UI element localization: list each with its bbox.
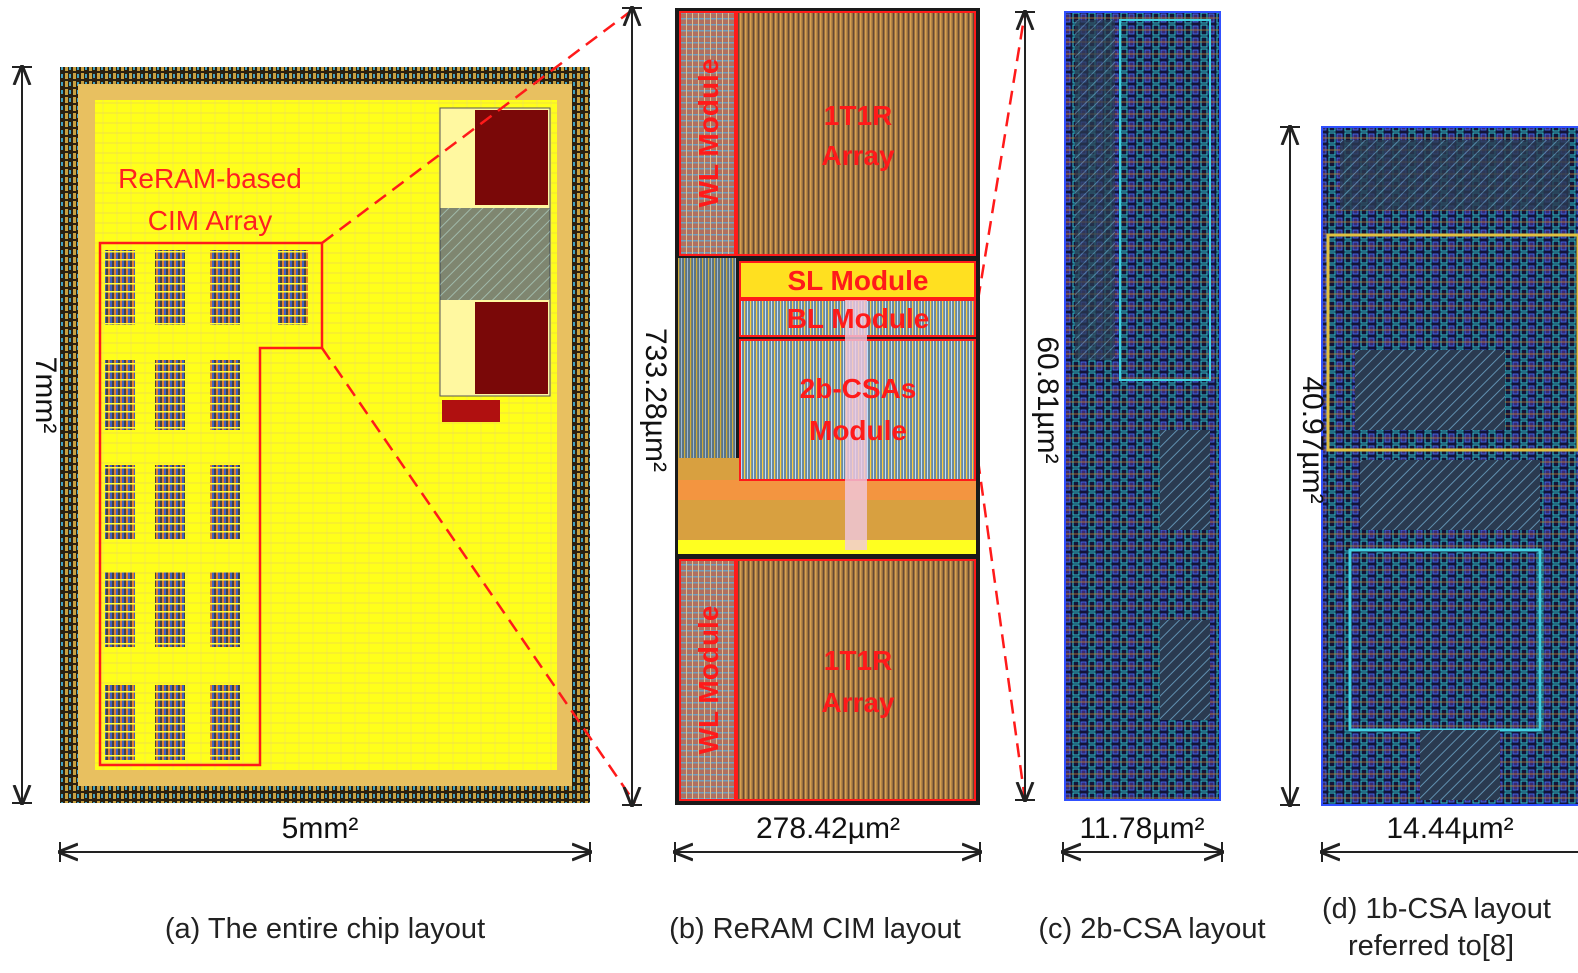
macro-block: [440, 208, 550, 300]
device: [1160, 430, 1210, 530]
cell: [210, 360, 240, 430]
cell: [105, 360, 135, 430]
cell: [105, 685, 135, 760]
width-label: 5mm²: [282, 812, 359, 845]
zoom-line: [978, 460, 1025, 800]
width-label: 11.78µm²: [1079, 812, 1204, 845]
module-label: WL Module: [693, 606, 724, 755]
height-label: 60.81µm²: [1031, 336, 1064, 463]
width-label: 278.42µm²: [756, 812, 900, 845]
height-label: 40.97µm²: [1296, 376, 1329, 503]
cell: [105, 465, 135, 540]
device: [1340, 140, 1570, 210]
cell: [155, 572, 185, 647]
cell: [155, 685, 185, 760]
region-label: ReRAM-based: [118, 163, 302, 194]
cell: [210, 572, 240, 647]
macro-block: [475, 110, 548, 205]
cell: [155, 465, 185, 540]
array: [737, 560, 975, 800]
device: [1160, 620, 1210, 720]
height-label: 7mm²: [29, 357, 62, 434]
module-label: SL Module: [787, 265, 928, 296]
cell: [210, 250, 240, 325]
module-label: 1T1R: [824, 100, 892, 131]
cell: [210, 465, 240, 540]
cell: [155, 360, 185, 430]
module-label: WL Module: [693, 59, 724, 208]
device: [1360, 460, 1540, 530]
caption: (d) 1b-CSA layout: [1322, 893, 1551, 925]
panel-a: ReRAM-based CIM Array 7mm² 5mm² (a) The …: [12, 67, 590, 945]
caption: referred to[8]: [1348, 930, 1514, 962]
module-label: Array: [821, 140, 895, 171]
device: [1075, 20, 1115, 360]
cell: [105, 250, 135, 325]
module-label: BL Module: [787, 303, 930, 334]
array: [737, 12, 975, 255]
panel-c: 60.81µm² 11.78µm² (c) 2b-CSA layout: [1015, 12, 1266, 945]
caption: (b) ReRAM CIM layout: [669, 913, 961, 945]
macro-block: [442, 400, 500, 422]
module-label: Array: [821, 687, 895, 718]
width-label: 14.44µm²: [1386, 812, 1513, 845]
region-label: CIM Array: [148, 205, 272, 236]
cell: [210, 685, 240, 760]
macro-block: [475, 302, 548, 394]
caption: (c) 2b-CSA layout: [1038, 913, 1265, 945]
device: [1420, 730, 1500, 800]
cell: [155, 250, 185, 325]
periphery: [678, 540, 976, 554]
cell: [278, 250, 308, 325]
module-label: Module: [809, 415, 907, 446]
module-label: 1T1R: [824, 645, 892, 676]
caption: (a) The entire chip layout: [165, 913, 485, 945]
periphery: [678, 258, 736, 458]
panel-b: WL Module 1T1R Array SL Module BL Module…: [622, 8, 980, 945]
module-label: 2b-CSAs: [800, 373, 917, 404]
cell: [105, 572, 135, 647]
periphery: [678, 480, 976, 500]
zoom-line: [978, 12, 1025, 300]
figure: ReRAM-based CIM Array 7mm² 5mm² (a) The …: [0, 0, 1578, 973]
panel-d: 40.97µm² 14.44µm² (d) 1b-CSA layout refe…: [1280, 127, 1578, 962]
height-label: 733.28µm²: [639, 328, 672, 472]
device: [1355, 350, 1505, 430]
